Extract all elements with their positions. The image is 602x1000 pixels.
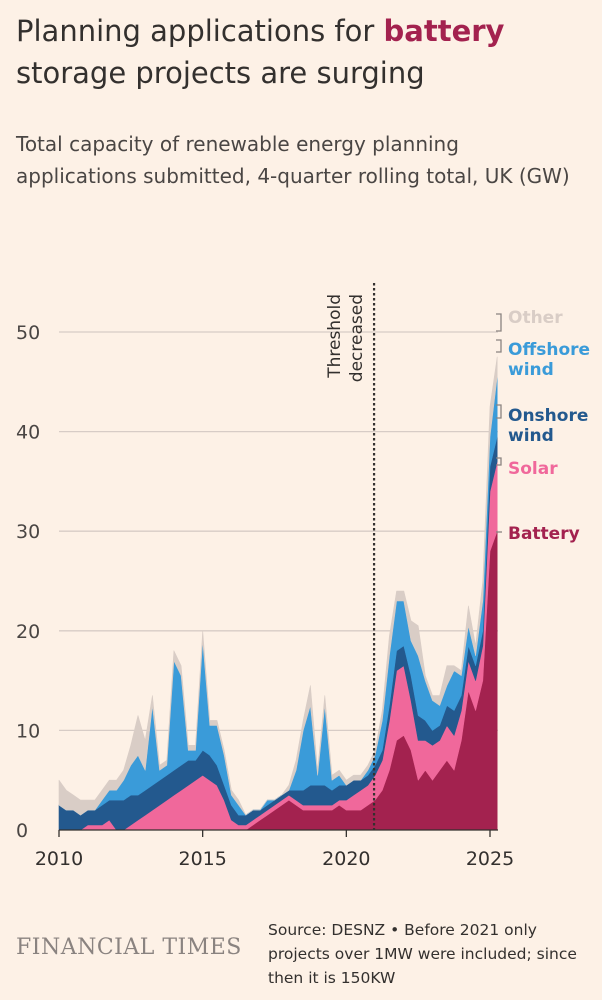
series-label-offshore-wind-line1: Offshore: [508, 340, 590, 360]
y-tick-label-50: 50: [16, 322, 40, 344]
x-tick-label-2015: 2015: [178, 848, 226, 870]
series-label-onshore-wind-line1: Onshore: [508, 406, 588, 426]
connector-solar: [496, 457, 502, 466]
y-tick-label-40: 40: [16, 422, 40, 444]
series-label-offshore-wind-line2: wind: [508, 360, 554, 380]
x-tick-label-2020: 2020: [322, 848, 370, 870]
area-series: [58, 356, 498, 831]
y-tick-label-20: 20: [16, 621, 40, 643]
threshold-annotation: Threshold decreased: [325, 283, 376, 830]
y-tick-label-0: 0: [16, 820, 28, 842]
x-tick-label-2010: 2010: [35, 848, 83, 870]
threshold-label-line2: decreased: [347, 294, 367, 382]
y-tick-label-10: 10: [16, 720, 40, 742]
series-label-battery: Battery: [508, 524, 580, 544]
financial-times-logo: FINANCIAL TIMES: [16, 935, 242, 960]
title-highlight: battery: [383, 14, 505, 48]
x-tick-label-2025: 2025: [466, 848, 514, 870]
grid-lines: [59, 331, 498, 732]
title-suffix: storage projects are surging: [16, 56, 425, 90]
title-prefix: Planning applications for: [16, 14, 384, 48]
threshold-label-line1: Threshold: [325, 294, 345, 379]
series-label-other: Other: [508, 308, 563, 328]
source-note: Source: DESNZ • Before 2021 only project…: [268, 921, 577, 987]
chart-subtitle: Total capacity of renewable energy plann…: [16, 132, 570, 188]
connector-offshore-wind: [496, 339, 502, 353]
connector-other: [496, 313, 502, 332]
series-label-solar: Solar: [508, 459, 558, 479]
y-tick-label-30: 30: [16, 521, 40, 543]
axes: 0 10 20 30 40 50 2010 2015 2020 2025: [16, 322, 514, 870]
chart-title: Planning applications for battery storag…: [16, 10, 586, 94]
series-label-onshore-wind-line2: wind: [508, 426, 554, 446]
area-other: [58, 356, 498, 816]
connector-onshore-wind: [496, 404, 502, 419]
